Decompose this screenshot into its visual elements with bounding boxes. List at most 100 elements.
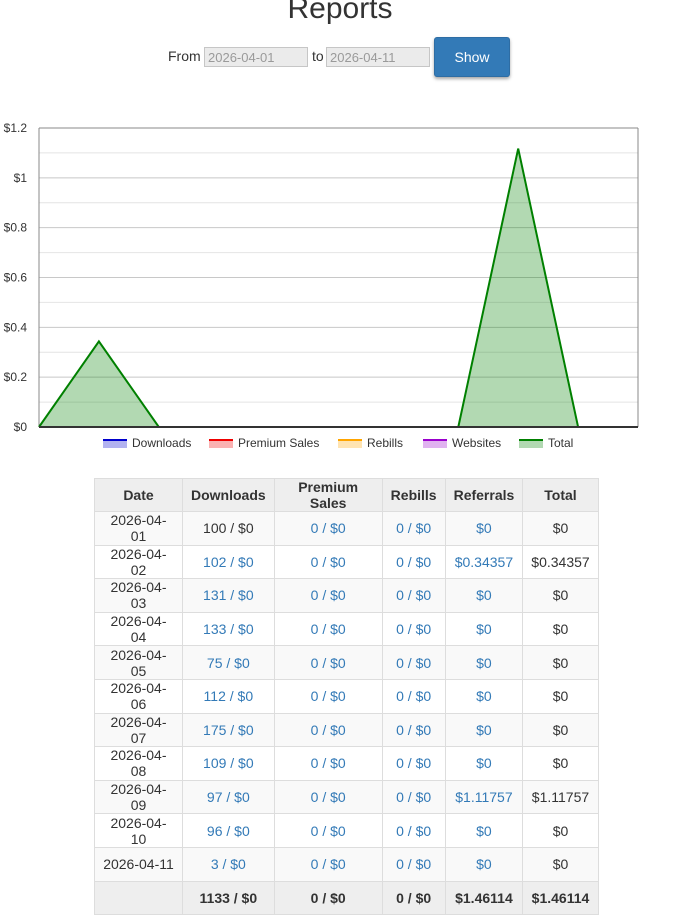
- cell-downloads: 75 / $0: [182, 645, 275, 680]
- premium-link[interactable]: 0 / $0: [310, 755, 346, 772]
- cell-referrals: $0: [444, 511, 524, 546]
- cell-premium: 0 / $0: [273, 645, 383, 680]
- cell-downloads: 133 / $0: [182, 611, 275, 647]
- legend-label-total: Total: [548, 436, 573, 450]
- table-row: 2026-04-04 133 / $0 0 / $0 0 / $0 $0 $0: [94, 611, 599, 647]
- cell-premium: 0 / $0: [273, 746, 383, 781]
- premium-link[interactable]: 0 / $0: [310, 856, 346, 873]
- cell-premium: 0 / $0: [273, 712, 383, 748]
- cell-total: $0: [522, 678, 599, 714]
- rebills-link[interactable]: 0 / $0: [396, 822, 432, 839]
- referrals-link[interactable]: $0: [476, 856, 492, 873]
- cell-rebills: 0 / $0: [381, 645, 446, 680]
- downloads-link[interactable]: 96 / $0: [206, 822, 250, 839]
- cell-rebills: 0 / $0: [381, 779, 446, 815]
- rebills-link[interactable]: 0 / $0: [396, 587, 432, 604]
- footer-cell-downloads: 1133 / $0: [182, 880, 275, 915]
- premium-link[interactable]: 0 / $0: [310, 822, 346, 839]
- cell-premium: 0 / $0: [273, 813, 383, 848]
- downloads-link[interactable]: 102 / $0: [203, 553, 254, 570]
- rebills-link[interactable]: 0 / $0: [396, 621, 432, 638]
- referrals-link[interactable]: $0: [476, 587, 492, 604]
- chart-svg: $0 $0.2 $0.4 $0.6 $0.8 $1 $1.2 Downloads Premium…: [4, 121, 639, 450]
- referrals-link[interactable]: $0: [476, 721, 492, 738]
- table-row: 2026-04-11 3 / $0 0 / $0 0 / $0 $0 $0: [94, 846, 599, 882]
- report-table: Date Downloads Premium Sales Rebills Referra…: [94, 478, 599, 915]
- legend-swatch-premium-sales: [209, 440, 233, 448]
- downloads-link[interactable]: 3 / $0: [210, 856, 246, 873]
- cell-premium: 0 / $0: [273, 846, 383, 882]
- column-header-premium-sales: Premium Sales: [273, 478, 383, 512]
- cell-referrals: $0: [444, 712, 524, 748]
- downloads-link[interactable]: 97 / $0: [206, 789, 250, 806]
- referrals-link[interactable]: $0: [476, 822, 492, 839]
- downloads-link[interactable]: 109 / $0: [203, 755, 254, 772]
- rebills-link[interactable]: 0 / $0: [396, 755, 432, 772]
- downloads-link[interactable]: 133 / $0: [203, 621, 254, 638]
- cell-rebills: 0 / $0: [381, 712, 446, 748]
- downloads-link[interactable]: 112 / $0: [203, 688, 254, 705]
- cell-total: $0: [522, 578, 599, 613]
- premium-link[interactable]: 0 / $0: [310, 621, 346, 638]
- cell-date: 2026-04-08: [94, 746, 183, 781]
- rebills-link[interactable]: 0 / $0: [396, 688, 432, 705]
- table-row: 2026-04-10 96 / $0 0 / $0 0 / $0 $0 $0: [94, 813, 599, 848]
- cell-date: 2026-04-05: [94, 645, 183, 680]
- footer-cell-date: [94, 880, 183, 915]
- premium-link[interactable]: 0 / $0: [310, 520, 346, 537]
- cell-downloads: 97 / $0: [182, 779, 275, 815]
- rebills-link[interactable]: 0 / $0: [396, 654, 432, 671]
- rebills-link[interactable]: 0 / $0: [396, 721, 432, 738]
- page-title: Reports: [287, 0, 393, 25]
- cell-referrals: $0: [444, 746, 524, 781]
- referrals-link[interactable]: $0: [476, 520, 492, 537]
- premium-link[interactable]: 0 / $0: [310, 789, 346, 806]
- cell-downloads: 112 / $0: [182, 678, 275, 714]
- to-date-input[interactable]: [326, 47, 430, 67]
- column-header-referrals: Referrals: [444, 478, 524, 512]
- y-tick-label: $0.2: [4, 370, 28, 384]
- cell-referrals: $0: [444, 846, 524, 882]
- premium-link[interactable]: 0 / $0: [310, 688, 346, 705]
- downloads-link[interactable]: 175 / $0: [203, 721, 254, 738]
- referrals-link[interactable]: $1.11757: [455, 789, 513, 806]
- downloads-link[interactable]: 131 / $0: [203, 587, 254, 604]
- premium-link[interactable]: 0 / $0: [310, 654, 346, 671]
- from-date-input[interactable]: [204, 47, 308, 67]
- cell-referrals: $0: [444, 578, 524, 613]
- y-tick-label: $1: [14, 171, 28, 185]
- column-header-downloads: Downloads: [182, 478, 275, 512]
- series-area-total: [39, 148, 638, 427]
- table-header-row: Date Downloads Premium Sales Rebills Referra…: [94, 478, 599, 512]
- referrals-link[interactable]: $0: [476, 654, 492, 671]
- rebills-link[interactable]: 0 / $0: [396, 856, 432, 873]
- referrals-link[interactable]: $0.34357: [454, 553, 514, 570]
- table-row: 2026-04-02 102 / $0 0 / $0 0 / $0 $0.34357 $0…: [94, 544, 599, 580]
- premium-link[interactable]: 0 / $0: [310, 553, 346, 570]
- rebills-link[interactable]: 0 / $0: [396, 553, 432, 570]
- cell-referrals: $0: [444, 678, 524, 714]
- cell-total: $0: [522, 712, 599, 748]
- cell-total: $0: [522, 645, 599, 680]
- rebills-link[interactable]: 0 / $0: [396, 520, 432, 537]
- downloads-link[interactable]: 75 / $0: [206, 654, 250, 671]
- show-button[interactable]: Show: [434, 37, 510, 77]
- revenue-chart: $0 $0.2 $0.4 $0.6 $0.8 $1 $1.2 Downloads Premium…: [0, 115, 693, 460]
- cell-date: 2026-04-06: [94, 678, 183, 714]
- rebills-link[interactable]: 0 / $0: [396, 789, 432, 806]
- y-tick-label: $0.4: [4, 320, 28, 334]
- cell-downloads: 109 / $0: [182, 746, 275, 781]
- y-tick-label: $1.2: [4, 121, 28, 135]
- referrals-link[interactable]: $0: [476, 621, 492, 638]
- cell-total: $0.34357: [522, 544, 599, 580]
- to-label: to: [312, 48, 324, 64]
- legend-label-downloads: Downloads: [132, 436, 191, 450]
- legend-label-premium-sales: Premium Sales: [238, 436, 319, 450]
- premium-link[interactable]: 0 / $0: [310, 721, 346, 738]
- referrals-link[interactable]: $0: [476, 688, 492, 705]
- referrals-link[interactable]: $0: [476, 755, 492, 772]
- cell-date: 2026-04-02: [94, 544, 183, 580]
- table-row: 2026-04-08 109 / $0 0 / $0 0 / $0 $0 $0: [94, 746, 599, 781]
- footer-cell-premium: 0 / $0: [273, 880, 383, 915]
- premium-link[interactable]: 0 / $0: [310, 587, 346, 604]
